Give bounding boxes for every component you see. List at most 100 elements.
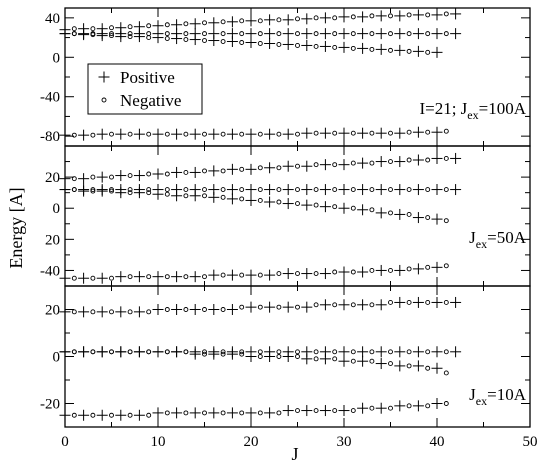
plus-marker bbox=[96, 185, 108, 197]
panel-1: 40 0 -40 -80 I=21; Jex=100A bbox=[40, 7, 531, 147]
plus-marker bbox=[96, 272, 108, 284]
circle-marker bbox=[350, 408, 356, 413]
y-tick-label: -80 bbox=[40, 129, 60, 145]
plus-marker bbox=[431, 46, 443, 58]
circle-marker bbox=[332, 349, 338, 355]
circle-marker bbox=[127, 31, 133, 37]
plus-marker bbox=[264, 37, 276, 49]
plus-marker bbox=[412, 9, 424, 21]
circle-marker bbox=[71, 132, 77, 138]
annotation-prefix: J bbox=[469, 385, 476, 404]
circle-marker bbox=[257, 131, 263, 137]
circle-marker bbox=[220, 272, 226, 278]
circle-marker bbox=[332, 44, 338, 50]
circle-marker bbox=[443, 370, 449, 376]
plus-marker bbox=[245, 163, 257, 175]
plus-marker bbox=[115, 31, 127, 43]
plus-marker bbox=[189, 304, 201, 315]
plus-marker bbox=[394, 10, 406, 22]
plus-marker bbox=[450, 184, 462, 196]
plus-marker bbox=[301, 160, 313, 172]
plus-marker bbox=[375, 43, 387, 55]
plus-marker bbox=[357, 28, 369, 40]
circle-marker bbox=[220, 307, 226, 312]
plus-marker bbox=[431, 9, 443, 21]
circle-marker bbox=[101, 97, 107, 103]
circle-marker bbox=[220, 349, 226, 355]
plus-marker bbox=[96, 409, 108, 421]
circle-marker bbox=[406, 266, 412, 272]
circle-marker bbox=[406, 403, 412, 409]
circle-marker bbox=[164, 22, 170, 28]
circle-marker bbox=[183, 410, 189, 416]
plus-marker bbox=[226, 304, 238, 315]
circle-marker bbox=[71, 176, 77, 182]
circle-marker bbox=[127, 173, 133, 179]
circle-marker bbox=[220, 39, 226, 44]
plus-marker bbox=[78, 272, 90, 284]
series-negative bbox=[71, 11, 449, 32]
circle-marker bbox=[257, 31, 263, 37]
plus-marker bbox=[208, 407, 220, 419]
series-positive bbox=[59, 346, 443, 374]
plus-marker bbox=[394, 28, 406, 40]
circle-marker bbox=[146, 187, 152, 193]
circle-marker bbox=[220, 31, 226, 37]
plus-marker bbox=[208, 165, 220, 177]
circle-marker bbox=[406, 12, 412, 18]
plus-marker bbox=[357, 402, 369, 414]
circle-marker bbox=[202, 410, 207, 416]
plus-marker bbox=[189, 166, 201, 178]
plus-marker bbox=[59, 129, 71, 141]
circle-marker bbox=[109, 349, 114, 355]
circle-marker bbox=[443, 401, 449, 406]
circle-marker bbox=[202, 168, 207, 174]
circle-marker bbox=[90, 132, 96, 138]
plus-marker bbox=[301, 127, 313, 139]
circle-marker bbox=[369, 405, 375, 411]
plus-marker bbox=[375, 402, 387, 414]
circle-marker bbox=[425, 49, 431, 55]
plus-marker bbox=[357, 204, 369, 216]
plus-marker bbox=[319, 40, 331, 52]
plus-marker bbox=[96, 30, 108, 42]
circle-marker bbox=[406, 300, 412, 305]
circle-marker bbox=[425, 31, 431, 37]
circle-marker bbox=[425, 300, 431, 305]
circle-marker bbox=[220, 351, 226, 357]
circle-marker bbox=[164, 410, 170, 416]
circle-marker bbox=[332, 302, 338, 308]
x-tick-label: 10 bbox=[151, 434, 166, 450]
circle-marker bbox=[276, 349, 282, 355]
circle-marker bbox=[90, 188, 96, 194]
plus-marker bbox=[133, 187, 145, 199]
plus-marker bbox=[152, 304, 164, 315]
circle-marker bbox=[109, 412, 114, 418]
series-negative bbox=[71, 349, 449, 376]
circle-marker bbox=[443, 11, 449, 17]
circle-marker bbox=[369, 31, 375, 37]
plus-marker bbox=[338, 184, 350, 196]
plus-marker bbox=[245, 301, 257, 313]
plus-marker bbox=[412, 400, 424, 412]
circle-marker bbox=[146, 31, 152, 37]
plus-marker bbox=[282, 160, 294, 172]
plus-marker bbox=[245, 37, 257, 48]
circle-marker bbox=[369, 302, 375, 308]
plus-marker bbox=[245, 128, 257, 140]
circle-marker bbox=[350, 302, 356, 308]
circle-marker bbox=[127, 412, 133, 418]
plus-marker bbox=[115, 346, 127, 358]
plus-marker bbox=[319, 127, 331, 139]
x-tick-label: 50 bbox=[523, 434, 538, 450]
circle-marker bbox=[388, 300, 393, 305]
plus-marker bbox=[245, 407, 257, 419]
plus-marker bbox=[338, 266, 350, 278]
panel-3: 20 0 -20 Jex=10A bbox=[40, 285, 531, 428]
circle-marker bbox=[257, 187, 263, 193]
circle-marker bbox=[257, 165, 263, 171]
plus-marker bbox=[208, 128, 220, 140]
circle-marker bbox=[295, 201, 300, 207]
circle-marker bbox=[127, 24, 133, 30]
plus-marker bbox=[264, 128, 276, 140]
